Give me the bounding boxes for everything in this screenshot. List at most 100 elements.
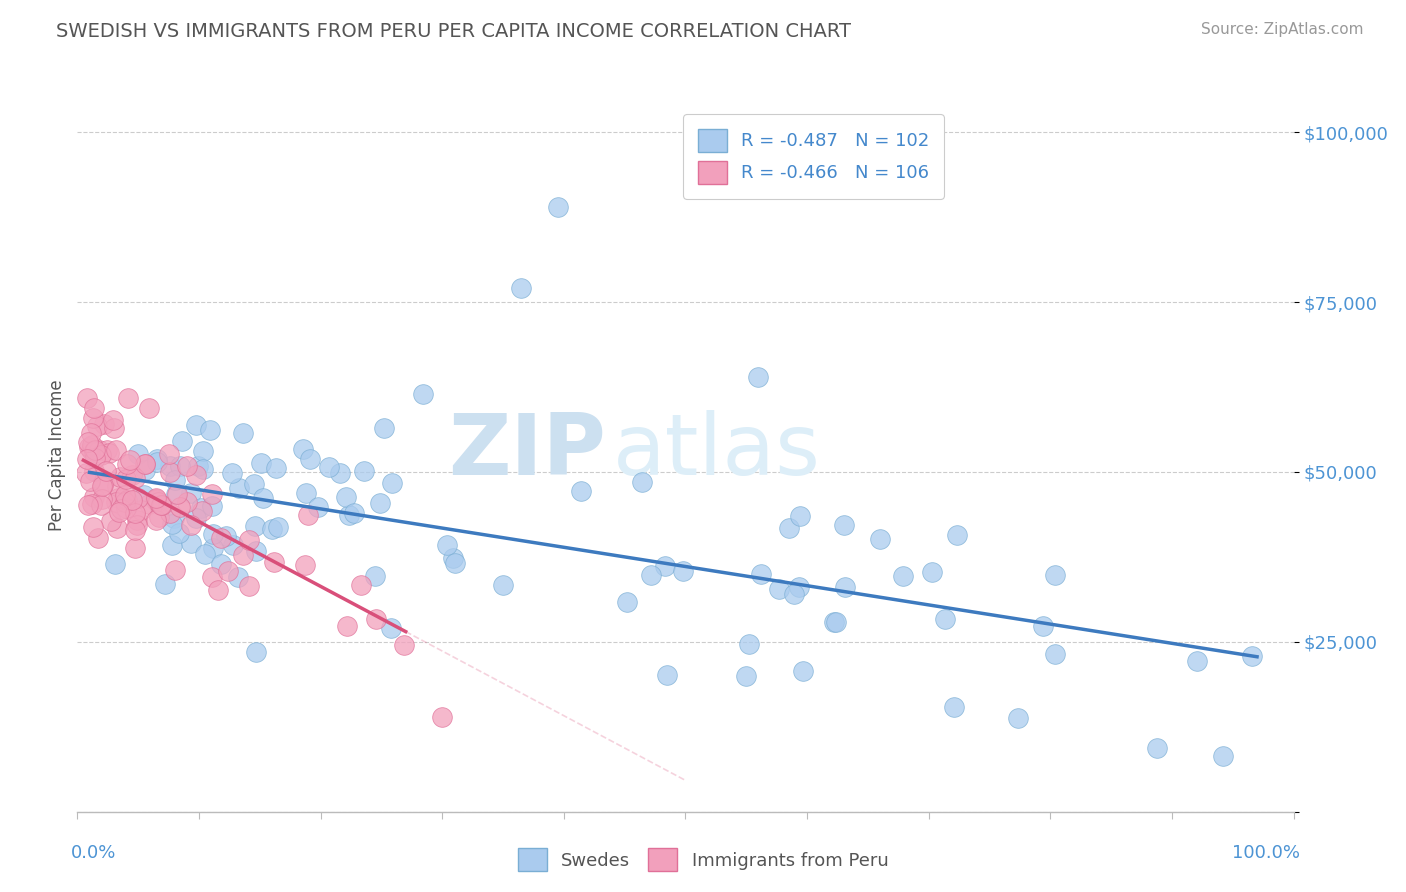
Point: [159, 465, 181, 479]
Point: [307, 500, 329, 514]
Point: [94, 464, 117, 478]
Text: Source: ZipAtlas.com: Source: ZipAtlas.com: [1201, 22, 1364, 37]
Point: [86, 418, 108, 433]
Point: [138, 401, 160, 415]
Point: [118, 453, 141, 467]
Point: [146, 452, 169, 467]
Point: [654, 558, 676, 573]
Point: [207, 582, 229, 597]
Point: [134, 488, 156, 502]
Point: [640, 567, 662, 582]
Point: [80, 426, 103, 441]
Point: [232, 548, 254, 562]
Point: [291, 442, 314, 457]
Point: [297, 508, 319, 522]
Point: [198, 423, 221, 437]
Point: [238, 533, 260, 548]
Point: [1043, 648, 1066, 662]
Point: [96, 442, 118, 457]
Point: [747, 369, 769, 384]
Point: [100, 514, 122, 528]
Point: [252, 491, 274, 505]
Point: [76, 392, 98, 406]
Point: [115, 492, 138, 507]
Point: [90, 448, 112, 462]
Point: [160, 516, 183, 531]
Point: [77, 440, 100, 454]
Point: [768, 582, 790, 597]
Point: [1032, 618, 1054, 632]
Point: [138, 497, 160, 511]
Point: [202, 541, 225, 555]
Point: [150, 499, 173, 513]
Point: [83, 490, 105, 504]
Point: [245, 645, 267, 659]
Point: [298, 451, 321, 466]
Point: [82, 410, 104, 425]
Point: [221, 466, 243, 480]
Point: [129, 503, 152, 517]
Point: [201, 499, 224, 513]
Point: [215, 529, 238, 543]
Point: [105, 521, 128, 535]
Point: [789, 508, 811, 523]
Point: [115, 457, 138, 471]
Text: atlas: atlas: [613, 409, 821, 493]
Point: [76, 452, 98, 467]
Point: [492, 578, 515, 592]
Point: [176, 495, 198, 509]
Point: [93, 475, 115, 489]
Point: [167, 525, 190, 540]
Point: [108, 470, 131, 484]
Point: [869, 533, 891, 547]
Point: [778, 521, 800, 535]
Point: [124, 541, 146, 556]
Point: [194, 547, 217, 561]
Point: [335, 490, 357, 504]
Point: [825, 615, 848, 630]
Text: 0.0%: 0.0%: [72, 844, 117, 862]
Point: [735, 669, 758, 683]
Point: [294, 558, 316, 572]
Point: [436, 538, 458, 552]
Point: [1146, 741, 1168, 756]
Text: SWEDISH VS IMMIGRANTS FROM PERU PER CAPITA INCOME CORRELATION CHART: SWEDISH VS IMMIGRANTS FROM PERU PER CAPI…: [56, 22, 851, 41]
Point: [249, 456, 271, 470]
Point: [616, 595, 638, 609]
Point: [125, 517, 148, 532]
Point: [134, 463, 156, 477]
Point: [146, 455, 169, 469]
Point: [105, 479, 128, 493]
Point: [209, 531, 232, 545]
Point: [184, 511, 207, 525]
Point: [657, 668, 679, 682]
Point: [121, 492, 143, 507]
Point: [170, 434, 193, 448]
Point: [114, 495, 136, 509]
Point: [169, 458, 191, 473]
Point: [77, 498, 100, 512]
Point: [430, 709, 453, 723]
Point: [166, 487, 188, 501]
Point: [934, 612, 956, 626]
Point: [145, 513, 167, 527]
Point: [160, 538, 183, 552]
Point: [226, 570, 249, 584]
Point: [77, 435, 100, 450]
Point: [127, 513, 149, 527]
Point: [921, 566, 943, 580]
Point: [823, 615, 845, 629]
Point: [107, 491, 129, 505]
Point: [381, 475, 404, 490]
Point: [337, 508, 360, 523]
Point: [946, 528, 969, 542]
Point: [145, 491, 167, 505]
Point: [353, 464, 375, 478]
Point: [190, 500, 212, 515]
Point: [191, 444, 214, 458]
Point: [834, 580, 856, 594]
Point: [1187, 654, 1209, 668]
Point: [209, 557, 232, 571]
Point: [245, 544, 267, 558]
Point: [83, 464, 105, 478]
